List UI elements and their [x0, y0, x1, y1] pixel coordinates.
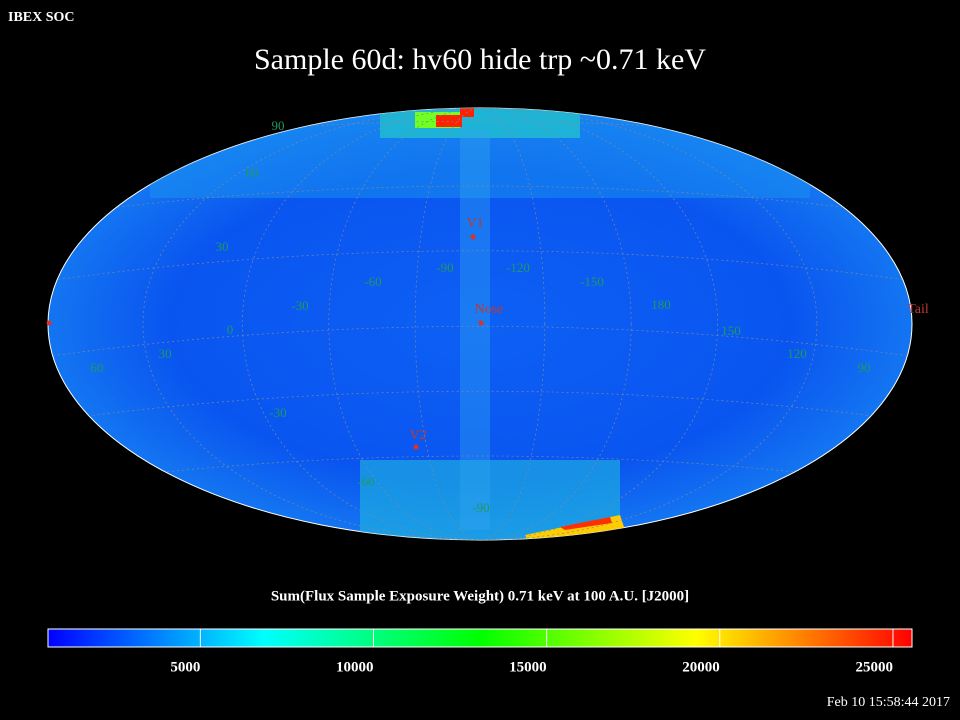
- timestamp: Feb 10 15:58:44 2017: [827, 695, 950, 710]
- lon-label: -120: [506, 260, 530, 275]
- parallel: [48, 185, 912, 217]
- lon-label: 120: [787, 346, 807, 361]
- marker-label: V1: [466, 216, 483, 231]
- parallel: [48, 390, 912, 422]
- colorbar: [47, 628, 913, 648]
- parallel: [48, 250, 912, 282]
- meridian: [414, 108, 546, 540]
- lon-label: -150: [580, 274, 604, 289]
- marker-label: Nose: [475, 302, 504, 317]
- chart-title: Sample 60d: hv60 hide trp ~0.71 keV: [254, 43, 706, 76]
- colorbar-label: Sum(Flux Sample Exposure Weight) 0.71 ke…: [271, 588, 689, 604]
- lon-label: -90: [436, 260, 453, 275]
- marker-label: Tail: [907, 302, 929, 317]
- meridian: [242, 108, 718, 540]
- meridian: [328, 108, 632, 540]
- lat-label: 0: [227, 322, 234, 337]
- marker-dot: [478, 320, 484, 326]
- colorbar-tick-label: 20000: [682, 659, 720, 675]
- lat-label: -60: [357, 474, 374, 489]
- marker-label: V2: [409, 428, 426, 443]
- lat-label: -90: [472, 500, 489, 515]
- marker-dot: [46, 320, 52, 326]
- lat-label: 30: [216, 239, 229, 254]
- colorbar-tick-label: 15000: [509, 659, 547, 675]
- org-label: IBEX SOC: [8, 10, 75, 25]
- marker-dot: [413, 444, 419, 450]
- lon-label: 150: [721, 323, 741, 338]
- lon-label: 60: [91, 360, 104, 375]
- lat-label: -30: [269, 405, 286, 420]
- marker-dot: [470, 234, 476, 240]
- parallel: [48, 455, 912, 487]
- colorbar-tick-label: 5000: [170, 659, 200, 675]
- lat-label: 90: [272, 118, 285, 133]
- lon-label: 90: [858, 360, 871, 375]
- meridian: [142, 108, 818, 540]
- lon-label: -60: [364, 274, 381, 289]
- parallel: [48, 326, 912, 357]
- colorbar-tick-label: 25000: [855, 659, 893, 675]
- lon-label: 30: [159, 346, 172, 361]
- colorbar-tick-label: 10000: [336, 659, 374, 675]
- lat-label: 60: [246, 165, 259, 180]
- lon-label: -30: [291, 298, 308, 313]
- lon-label: 180: [651, 297, 671, 312]
